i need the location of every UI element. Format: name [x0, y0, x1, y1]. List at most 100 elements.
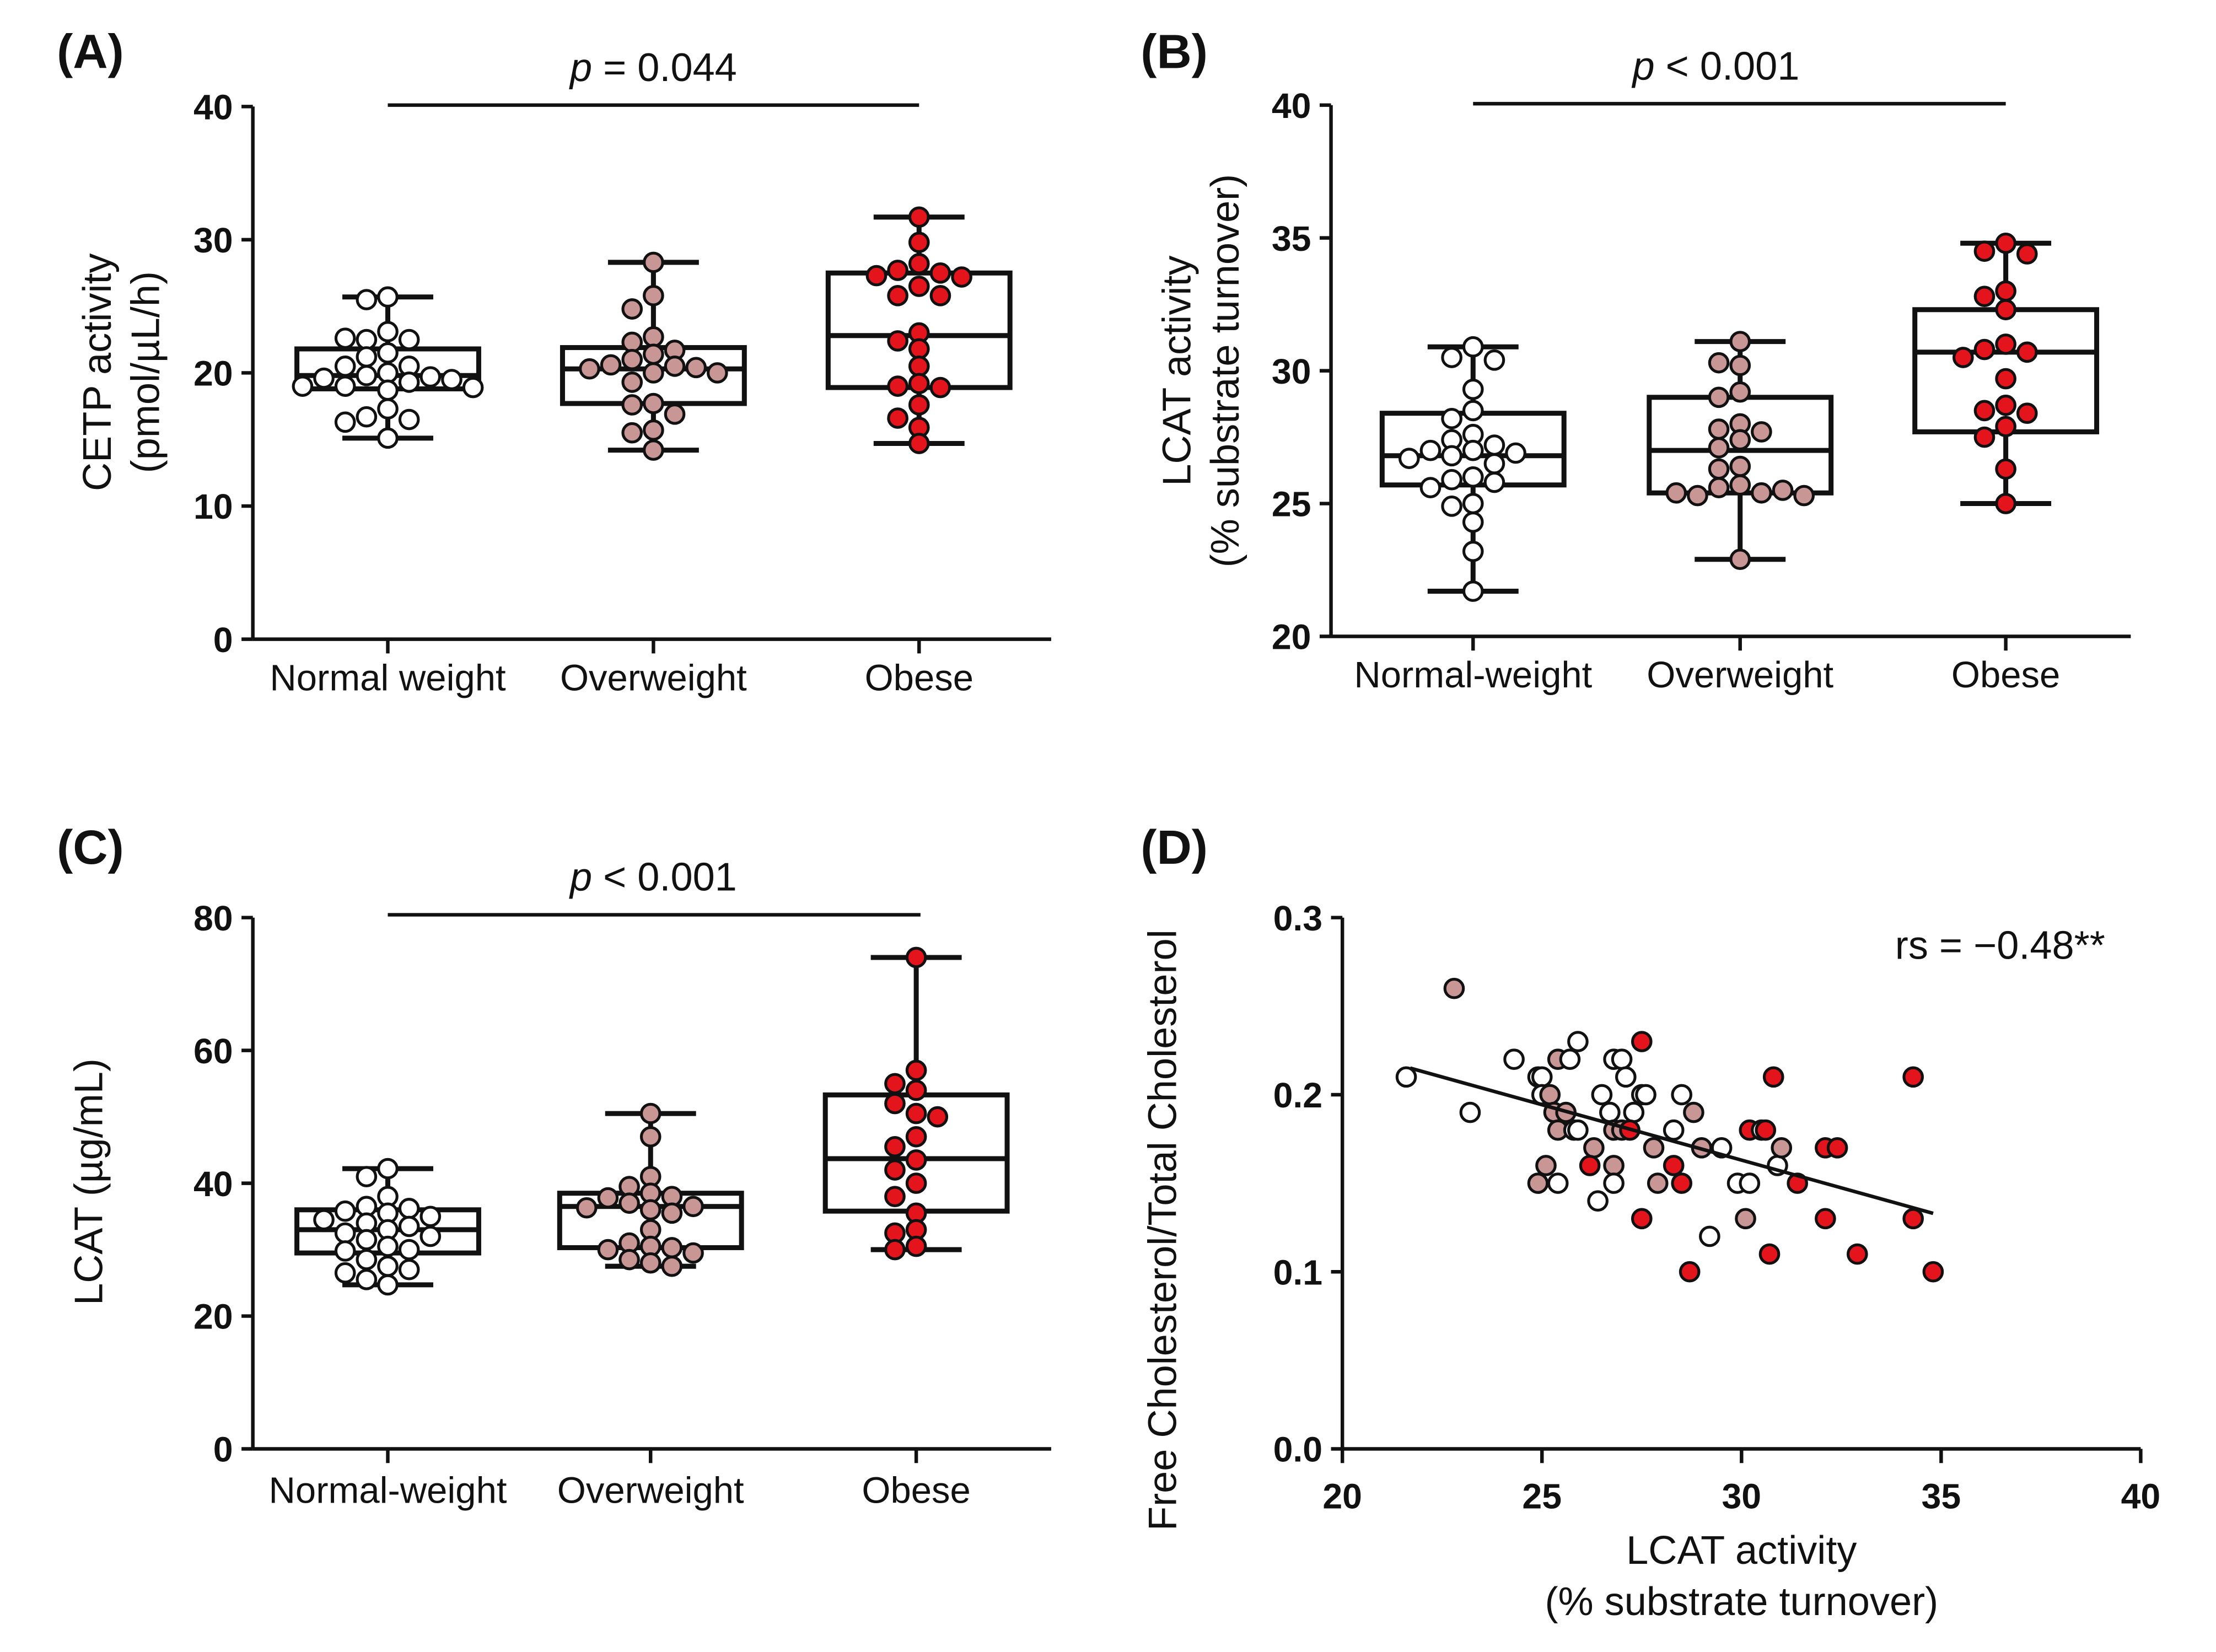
- y-axis-label: LCAT activity: [1155, 255, 1199, 486]
- data-point: [1729, 548, 1751, 571]
- data-point: [643, 326, 664, 348]
- data-point: [334, 1222, 356, 1244]
- data-point: [621, 394, 643, 416]
- data-point: [377, 1255, 399, 1277]
- data-point: [887, 407, 908, 429]
- data-point: [1547, 1172, 1569, 1194]
- data-point: [1751, 421, 1772, 443]
- data-point: [1535, 1155, 1557, 1176]
- data-point: [908, 394, 930, 416]
- data-point: [618, 1192, 640, 1214]
- data-point: [908, 253, 930, 275]
- data-point: [884, 1186, 906, 1208]
- data-point: [1995, 458, 2016, 480]
- data-point: [951, 266, 972, 288]
- data-point: [887, 375, 908, 397]
- data-point: [313, 1209, 335, 1231]
- data-point: [334, 1200, 356, 1222]
- y-axis-label: Free Cholesterol/Total Cholesterol: [1141, 929, 1185, 1531]
- regression-line: [1410, 1066, 1934, 1215]
- data-point: [419, 366, 442, 388]
- data-point: [575, 1197, 598, 1219]
- p-value-annotation: p = 0.044: [569, 46, 737, 90]
- data-point: [905, 946, 927, 968]
- data-point: [419, 1225, 442, 1247]
- data-point: [618, 1249, 640, 1271]
- data-point: [643, 285, 664, 306]
- data-point: [1603, 1155, 1625, 1176]
- data-point: [1462, 493, 1484, 514]
- data-point: [313, 367, 335, 389]
- data-point: [1671, 1172, 1693, 1194]
- data-point: [884, 1073, 906, 1095]
- data-point: [398, 408, 420, 431]
- data-point: [1531, 1066, 1553, 1088]
- y-tick-label: 40: [193, 1164, 233, 1204]
- data-point: [1793, 485, 1815, 507]
- box-0: [292, 286, 484, 449]
- data-point: [1665, 482, 1687, 504]
- x-tick-label: Overweight: [1647, 654, 1833, 696]
- data-point: [908, 373, 930, 395]
- data-point: [1623, 1101, 1645, 1123]
- data-point: [1735, 1208, 1756, 1230]
- data-point: [905, 1172, 927, 1194]
- data-point: [1587, 1190, 1609, 1212]
- data-point: [1995, 416, 2016, 438]
- data-point: [1611, 1048, 1633, 1070]
- x-axis-label: LCAT activity: [1626, 1529, 1857, 1573]
- data-point: [1441, 469, 1462, 491]
- data-point: [1729, 381, 1751, 403]
- data-point: [664, 356, 686, 377]
- data-point: [929, 285, 951, 306]
- data-point: [1729, 455, 1751, 477]
- data-point: [1591, 1084, 1613, 1106]
- data-point: [2016, 243, 2038, 265]
- x-tick-label: Obese: [865, 657, 973, 698]
- x-tick-label: 30: [1722, 1477, 1761, 1516]
- x-tick-label: Normal-weight: [269, 1470, 507, 1511]
- data-point: [1902, 1208, 1924, 1230]
- y-tick-label: 0.0: [1273, 1430, 1323, 1470]
- data-point: [1441, 496, 1462, 517]
- data-point: [334, 411, 356, 433]
- data-point: [1583, 1137, 1605, 1159]
- data-point: [639, 1102, 661, 1124]
- data-point: [334, 1262, 356, 1284]
- data-point: [356, 1229, 378, 1251]
- panel-label: (D): [1141, 820, 1208, 874]
- data-point: [1567, 1119, 1589, 1141]
- data-point: [1647, 1172, 1669, 1194]
- data-point: [356, 1249, 378, 1271]
- panel-label: (C): [57, 820, 124, 874]
- data-point: [1483, 434, 1505, 456]
- x-tick-label: 20: [1322, 1477, 1362, 1516]
- data-point: [1729, 354, 1751, 376]
- y-tick-label: 25: [1272, 485, 1311, 524]
- x-tick-label: Overweight: [560, 657, 747, 698]
- data-point: [1462, 580, 1484, 602]
- data-point: [1462, 540, 1484, 562]
- data-point: [1663, 1155, 1685, 1176]
- data-point: [908, 276, 930, 297]
- data-point: [661, 1237, 683, 1258]
- data-point: [1995, 280, 2016, 302]
- data-point: [905, 1126, 927, 1148]
- x-tick-label: Normal-weight: [1354, 654, 1592, 696]
- data-point: [1922, 1261, 1944, 1283]
- data-point: [1462, 511, 1484, 533]
- x-tick-label: Obese: [862, 1470, 970, 1511]
- panel-label: (A): [57, 25, 124, 79]
- data-point: [905, 1059, 927, 1081]
- data-point: [621, 298, 643, 320]
- data-point: [377, 1158, 399, 1180]
- y-axis-label: LCAT (µg/mL): [67, 1058, 111, 1305]
- data-point: [1483, 471, 1505, 493]
- panel-d: (D) 0.0 0.1 0.2 0.3 20 25 30 35 40 Free Cholestero…: [1141, 820, 2160, 1624]
- data-point: [1751, 482, 1772, 504]
- data-point: [1708, 437, 1730, 459]
- data-point: [356, 289, 378, 310]
- data-point: [1815, 1208, 1836, 1230]
- data-point: [1643, 1137, 1665, 1159]
- y-tick-label: 35: [1272, 219, 1311, 259]
